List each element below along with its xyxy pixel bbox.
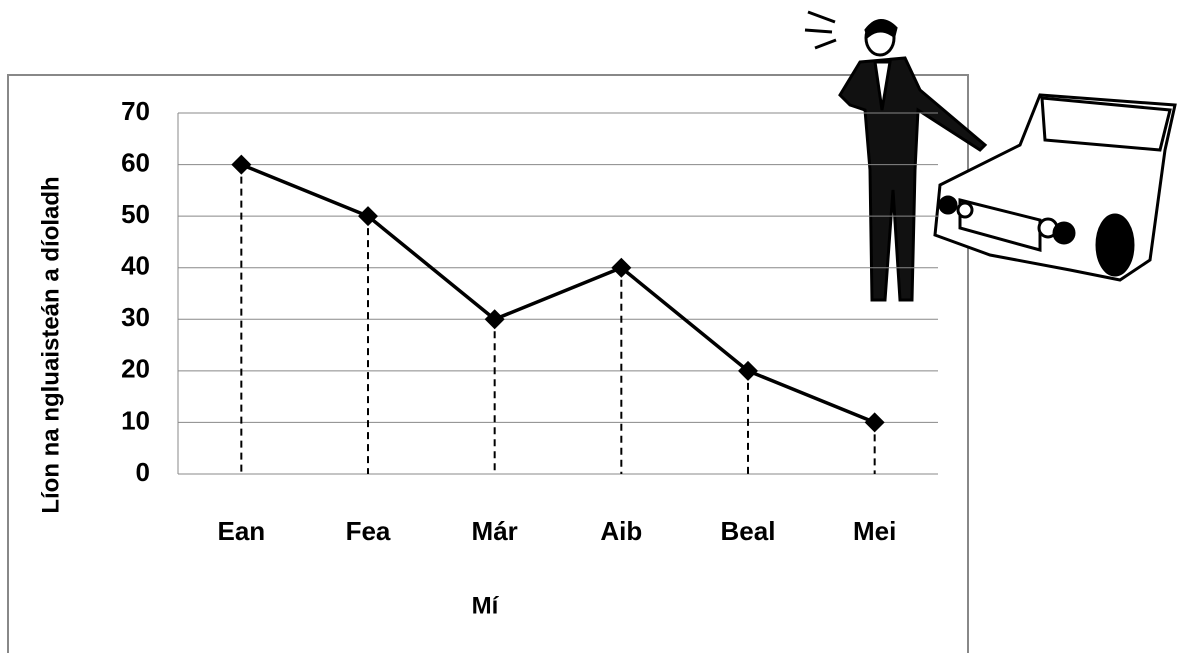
x-tick-label: Ean <box>217 516 265 546</box>
y-tick-label: 70 <box>121 96 150 126</box>
x-tick-label: Beal <box>721 516 776 546</box>
y-tick-label: 30 <box>121 302 150 332</box>
y-tick-label: 40 <box>121 251 150 281</box>
chart: Mí Líon na ngluaisteán a díoladh 0 10 20 30… <box>0 0 1187 653</box>
y-tick-label: 50 <box>121 199 150 229</box>
chart-frame <box>8 75 968 653</box>
x-tick-label: Aib <box>600 516 642 546</box>
y-tick-label: 60 <box>121 147 150 177</box>
x-axis-title: Mí <box>472 592 500 619</box>
y-tick-label: 10 <box>121 405 150 435</box>
x-tick-label: Fea <box>346 516 391 546</box>
y-tick-label: 0 <box>136 457 150 487</box>
x-tick-label: Már <box>472 516 518 546</box>
page: {"chart_data": {"type": "line", "categor… <box>0 0 1187 653</box>
y-tick-label: 20 <box>121 354 150 384</box>
y-axis-title: Líon na ngluaisteán a díoladh <box>37 176 64 513</box>
x-tick-label: Mei <box>853 516 896 546</box>
